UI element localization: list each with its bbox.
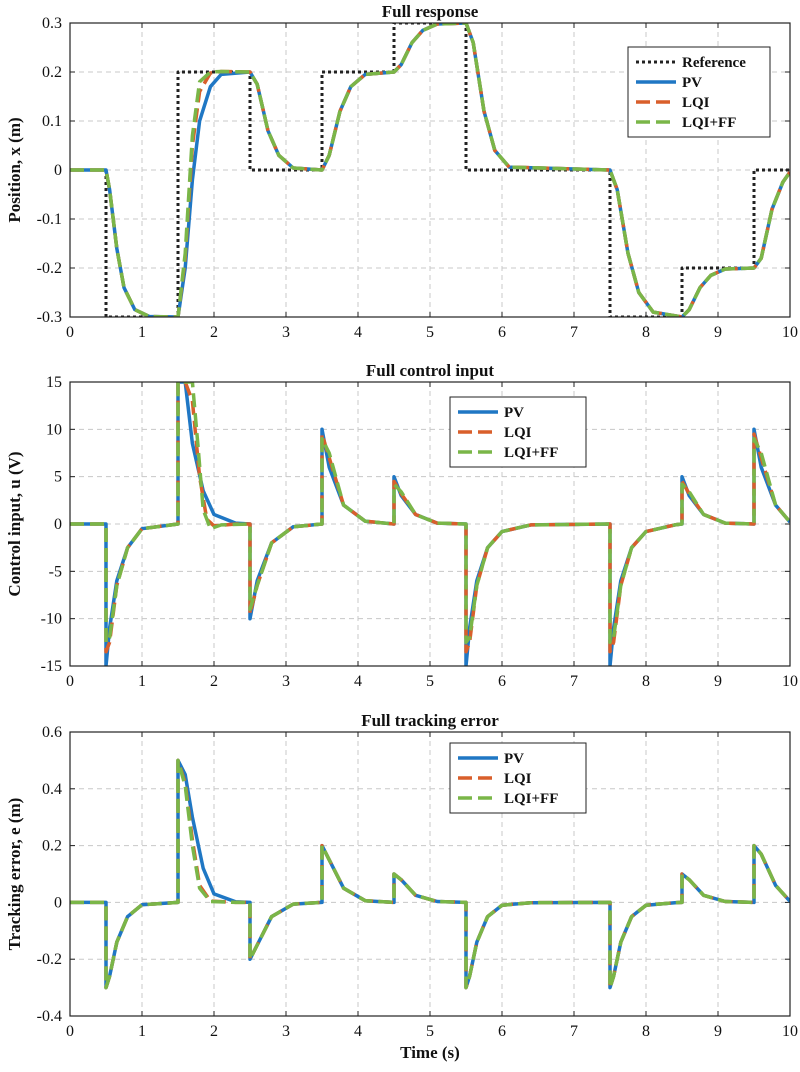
y-tick-label: 0 [54, 162, 62, 179]
x-tick-label: 9 [714, 673, 722, 690]
legend-label: LQI+FF [682, 115, 736, 131]
legend: PV LQI LQI+FF [449, 742, 587, 814]
y-tick-label: -0.2 [37, 951, 62, 968]
x-tick-label: 0 [66, 1023, 74, 1040]
legend-label: LQI+FF [504, 791, 558, 807]
x-tick-label: 6 [498, 673, 506, 690]
chart-title: Full response [382, 2, 479, 21]
x-tick-label: 8 [642, 1023, 650, 1040]
chart-panel-3: 0 1 2 3 4 5 6 7 8 9 10 -0.4 -0.2 0 0.2 0.4 0.6 Full track… [5, 711, 798, 1062]
y-tick-label: 0.1 [42, 113, 62, 130]
y-axis-label: Position, x (m) [5, 117, 24, 222]
x-tick-label: 6 [498, 324, 506, 341]
y-tick-label: 0.6 [42, 724, 62, 741]
y-tick-label: -0.3 [37, 309, 62, 326]
series-line-reference [70, 23, 790, 317]
x-tick-label: 7 [570, 673, 578, 690]
y-tick-label: 0.3 [42, 15, 62, 32]
axes-box [69, 381, 791, 667]
x-tick-label: 10 [782, 324, 798, 341]
x-tick-label: 4 [354, 1023, 362, 1040]
x-tick-label: 7 [570, 324, 578, 341]
y-tick-label: 0.2 [42, 64, 62, 81]
x-tick-label: 5 [426, 673, 434, 690]
x-tick-label: 10 [782, 673, 798, 690]
series-group [70, 382, 790, 666]
y-axis-label: Tracking error, e (m) [5, 798, 24, 951]
x-tick-label: 6 [498, 1023, 506, 1040]
x-tick-label: 8 [642, 324, 650, 341]
x-tick-label: 3 [282, 1023, 290, 1040]
x-tick-label: 1 [138, 673, 146, 690]
x-axis-label: Time (s) [400, 1043, 460, 1062]
legend: PV LQI LQI+FF [449, 396, 587, 468]
series-line-lqi-ff [70, 758, 790, 990]
x-tick-label: 5 [426, 324, 434, 341]
x-tick-label: 2 [210, 673, 218, 690]
x-tick-label: 9 [714, 1023, 722, 1040]
legend-label: LQI [682, 95, 710, 111]
legend-box [449, 396, 587, 468]
x-tick-label: 1 [138, 324, 146, 341]
y-axis-label: Control input, u (V) [5, 451, 24, 596]
legend-label: PV [682, 75, 702, 91]
x-tick-label: 5 [426, 1023, 434, 1040]
legend: Reference PV LQI LQI+FF [627, 46, 771, 138]
y-tick-label: 0 [54, 894, 62, 911]
y-tick-label: 0.2 [42, 838, 62, 855]
axes-box [69, 731, 791, 1017]
x-tick-label: 2 [210, 324, 218, 341]
y-tick-label: -15 [41, 658, 62, 675]
y-tick-label: 15 [46, 374, 62, 391]
legend-label: PV [504, 751, 524, 767]
chart-panel-2: 0 1 2 3 4 5 6 7 8 9 10 -15 -10 -5 0 5 10 15 Full control i… [5, 361, 798, 690]
series-group [70, 23, 790, 317]
series-group [70, 758, 790, 990]
y-tick-label: -10 [41, 611, 62, 628]
series-line-lqi-ff [70, 23, 790, 317]
x-tick-label: 10 [782, 1023, 798, 1040]
legend-label: LQI [504, 771, 532, 787]
chart-title: Full tracking error [361, 711, 499, 730]
legend-label: LQI [504, 425, 532, 441]
series-line-lqi-ff [70, 382, 790, 645]
y-tick-label: 5 [54, 469, 62, 486]
y-tick-label: -5 [49, 563, 62, 580]
x-tick-label: 3 [282, 324, 290, 341]
legend-label: PV [504, 405, 524, 421]
axes-box [69, 22, 791, 318]
y-tick-label: 0 [54, 516, 62, 533]
x-tick-label: 2 [210, 1023, 218, 1040]
x-tick-label: 0 [66, 324, 74, 341]
x-tick-label: 1 [138, 1023, 146, 1040]
series-line-lqi [70, 382, 790, 654]
y-tick-label: 10 [46, 421, 62, 438]
legend-label: LQI+FF [504, 445, 558, 461]
chart-panel-1: 0 1 2 3 4 5 6 7 8 9 10 -0.3 -0.2 -0.1 0 0.1 0.2 0.3 Full r… [5, 2, 798, 341]
y-tick-label: -0.4 [37, 1008, 62, 1025]
y-tick-label: -0.1 [37, 211, 62, 228]
legend-box [627, 46, 771, 138]
legend-box [449, 742, 587, 814]
x-tick-label: 4 [354, 673, 362, 690]
legend-label: Reference [682, 55, 746, 71]
y-tick-label: -0.2 [37, 260, 62, 277]
y-tick-label: 0.4 [42, 781, 62, 798]
x-tick-label: 0 [66, 673, 74, 690]
x-tick-label: 4 [354, 324, 362, 341]
x-tick-label: 7 [570, 1023, 578, 1040]
chart-title: Full control input [366, 361, 494, 380]
x-tick-label: 9 [714, 324, 722, 341]
x-tick-label: 8 [642, 673, 650, 690]
x-tick-label: 3 [282, 673, 290, 690]
